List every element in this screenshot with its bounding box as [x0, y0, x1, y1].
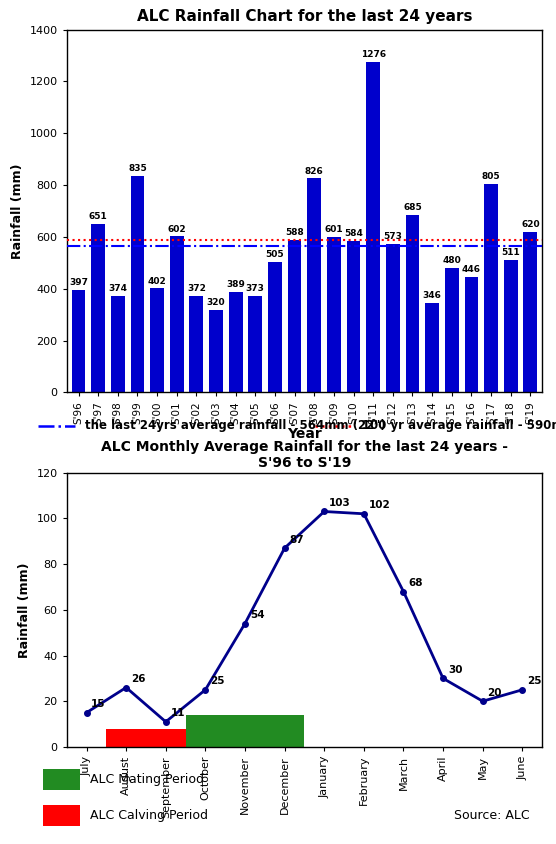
- Text: 25: 25: [527, 676, 542, 686]
- Bar: [249, 295, 262, 392]
- Bar: [327, 236, 341, 392]
- Bar: [111, 295, 125, 392]
- Bar: [346, 241, 360, 392]
- Text: 588: 588: [285, 229, 304, 237]
- Text: 374: 374: [108, 284, 127, 293]
- Bar: [186, 715, 225, 747]
- Text: 103: 103: [329, 498, 351, 508]
- Bar: [504, 260, 518, 392]
- Bar: [43, 805, 80, 826]
- Bar: [445, 268, 459, 392]
- Text: 511: 511: [502, 248, 520, 257]
- Text: 20: 20: [488, 688, 502, 698]
- Text: 602: 602: [167, 225, 186, 234]
- Title: ALC Monthly Average Rainfall for the last 24 years -
S'96 to S'19: ALC Monthly Average Rainfall for the las…: [101, 440, 508, 470]
- Text: ALC Mating Period: ALC Mating Period: [90, 773, 204, 786]
- Y-axis label: Rainfall (mm): Rainfall (mm): [18, 562, 31, 657]
- Text: the last 24yrs average rainfall - 564mm (22"): the last 24yrs average rainfall - 564mm …: [85, 419, 386, 432]
- Text: 397: 397: [69, 278, 88, 287]
- Text: 346: 346: [423, 291, 441, 300]
- Text: 685: 685: [403, 203, 422, 213]
- Text: 805: 805: [481, 172, 500, 181]
- Text: 480: 480: [443, 257, 461, 265]
- Text: 402: 402: [148, 277, 166, 285]
- Text: 11: 11: [171, 708, 185, 718]
- Bar: [209, 310, 223, 392]
- Text: 373: 373: [246, 284, 265, 293]
- Bar: [405, 215, 419, 392]
- Text: 30: 30: [448, 665, 463, 675]
- Text: 389: 389: [226, 280, 245, 289]
- Text: Source: ALC: Source: ALC: [454, 809, 529, 822]
- Bar: [386, 244, 400, 392]
- Bar: [131, 176, 145, 392]
- Text: 320: 320: [207, 298, 225, 307]
- Bar: [190, 296, 203, 392]
- Text: 100 yr average rainfall - 590mm (23"): 100 yr average rainfall - 590mm (23"): [362, 419, 556, 432]
- Text: 87: 87: [289, 534, 304, 544]
- Bar: [170, 236, 183, 392]
- Text: 15: 15: [91, 699, 106, 709]
- Bar: [484, 184, 498, 392]
- Bar: [307, 178, 321, 392]
- Text: 1276: 1276: [361, 50, 386, 59]
- Text: 835: 835: [128, 165, 147, 173]
- Bar: [186, 728, 225, 747]
- Text: 505: 505: [266, 250, 284, 259]
- Text: 54: 54: [250, 610, 264, 620]
- Bar: [225, 715, 265, 747]
- Text: 573: 573: [384, 232, 402, 241]
- Text: 651: 651: [89, 212, 107, 221]
- Bar: [91, 224, 105, 392]
- Title: ALC Rainfall Chart for the last 24 years: ALC Rainfall Chart for the last 24 years: [137, 9, 472, 24]
- Bar: [106, 728, 146, 747]
- Text: 26: 26: [131, 674, 146, 684]
- Bar: [464, 277, 478, 392]
- Y-axis label: Rainfall (mm): Rainfall (mm): [11, 163, 24, 259]
- Bar: [229, 292, 242, 392]
- Bar: [268, 262, 282, 392]
- Bar: [150, 289, 164, 392]
- Text: 620: 620: [521, 220, 540, 229]
- Bar: [287, 240, 301, 392]
- Text: 68: 68: [408, 578, 423, 588]
- Bar: [523, 232, 537, 392]
- Text: 102: 102: [369, 500, 390, 511]
- Bar: [265, 715, 305, 747]
- Text: 601: 601: [325, 225, 343, 234]
- Bar: [425, 303, 439, 392]
- Text: ALC Calving Period: ALC Calving Period: [90, 809, 208, 822]
- Text: 446: 446: [462, 265, 481, 274]
- Bar: [43, 769, 80, 790]
- Text: 826: 826: [305, 167, 324, 176]
- Bar: [366, 62, 380, 392]
- X-axis label: Year: Year: [287, 427, 322, 441]
- Bar: [72, 289, 86, 392]
- Bar: [146, 728, 186, 747]
- Text: 584: 584: [344, 230, 363, 239]
- Text: 25: 25: [210, 676, 225, 686]
- Text: 372: 372: [187, 284, 206, 294]
